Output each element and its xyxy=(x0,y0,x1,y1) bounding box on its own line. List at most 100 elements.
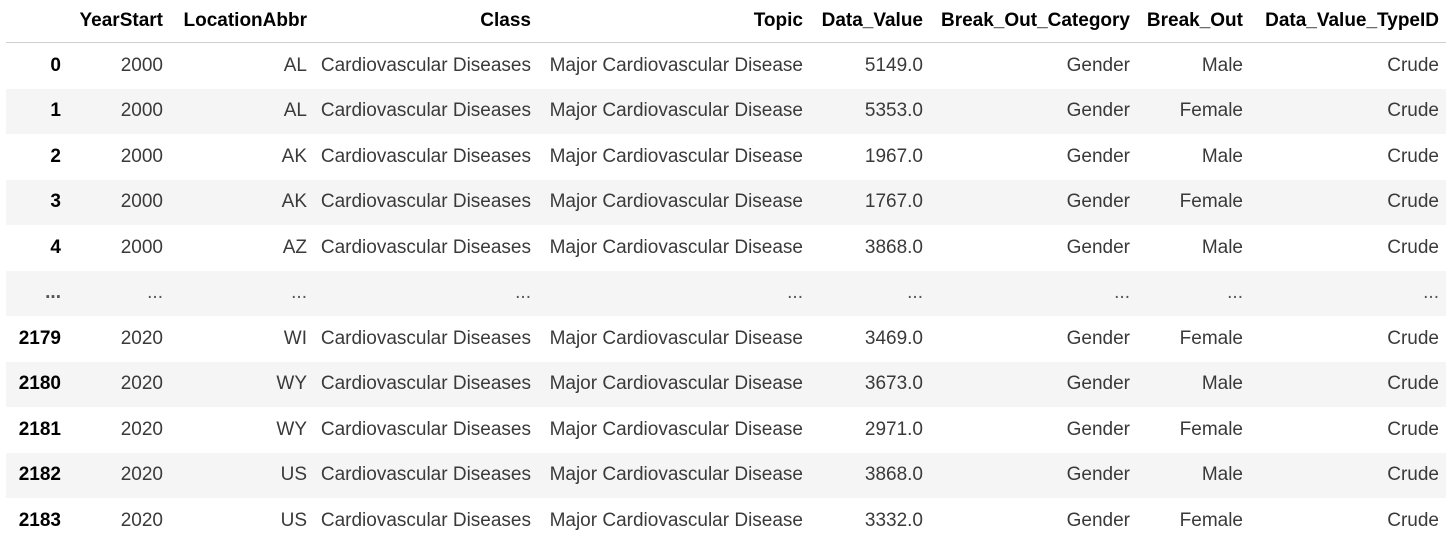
table-cell: Crude xyxy=(1387,236,1439,258)
index-header xyxy=(6,0,68,43)
table-cell: 2000 xyxy=(120,100,163,122)
row-index: 1 xyxy=(50,100,61,122)
table-cell: 5353.0 xyxy=(864,100,923,122)
table-cell: Female xyxy=(1179,191,1243,213)
table-cell: Cardiovascular Diseases xyxy=(320,464,531,486)
table-cell: WI xyxy=(283,327,307,349)
table-cell: Cardiovascular Diseases xyxy=(320,100,531,122)
table-cell: 2020 xyxy=(120,464,163,486)
table-cell: 2000 xyxy=(120,236,163,258)
row-index: 2181 xyxy=(18,418,61,440)
table-cell: ... xyxy=(1114,282,1130,304)
table-cell: Major Cardiovascular Disease xyxy=(549,191,803,213)
table-body: 0 2000 AL Cardiovascular Diseases Major … xyxy=(6,43,1446,544)
table-cell: Major Cardiovascular Disease xyxy=(549,464,803,486)
table-cell: Gender xyxy=(1066,145,1130,167)
table-cell: Cardiovascular Diseases xyxy=(320,509,531,531)
table-cell: Gender xyxy=(1066,327,1130,349)
table-cell: WY xyxy=(276,373,307,395)
row-index: 2180 xyxy=(18,373,61,395)
dataframe-table: YearStart LocationAbbr Class Topic Data_… xyxy=(6,0,1446,544)
table-row: 2181 2020 WY Cardiovascular Diseases Maj… xyxy=(6,407,1446,453)
table-cell: Gender xyxy=(1066,236,1130,258)
table-cell: 3673.0 xyxy=(864,373,923,395)
table-row: 1 2000 AL Cardiovascular Diseases Major … xyxy=(6,88,1446,134)
table-cell: 2020 xyxy=(120,509,163,531)
table-cell: 2020 xyxy=(120,418,163,440)
table-cell: 5149.0 xyxy=(864,54,923,76)
table-cell: Gender xyxy=(1066,509,1130,531)
table-cell: Crude xyxy=(1387,191,1439,213)
table-cell: 2000 xyxy=(120,145,163,167)
table-row: 2179 2020 WI Cardiovascular Diseases Maj… xyxy=(6,316,1446,362)
table-cell: ... xyxy=(1227,282,1243,304)
table-cell: 2971.0 xyxy=(864,418,923,440)
table-cell: 3868.0 xyxy=(864,236,923,258)
table-row: 4 2000 AZ Cardiovascular Diseases Major … xyxy=(6,225,1446,271)
column-header: Data_Value xyxy=(810,0,930,43)
row-index: 2183 xyxy=(18,509,61,531)
table-cell: Cardiovascular Diseases xyxy=(320,327,531,349)
table-cell: 2020 xyxy=(120,327,163,349)
table-cell: Major Cardiovascular Disease xyxy=(549,236,803,258)
table-row: 2183 2020 US Cardiovascular Diseases Maj… xyxy=(6,498,1446,544)
table-cell: Male xyxy=(1201,54,1243,76)
table-cell: WY xyxy=(276,418,307,440)
table-cell: Crude xyxy=(1387,145,1439,167)
column-header: Class xyxy=(314,0,538,43)
column-header: LocationAbbr xyxy=(170,0,314,43)
table-cell: Gender xyxy=(1066,54,1130,76)
table-cell: Gender xyxy=(1066,100,1130,122)
table-cell: 1967.0 xyxy=(864,145,923,167)
table-cell: ... xyxy=(515,282,531,304)
table-cell: Female xyxy=(1179,327,1243,349)
table-cell: ... xyxy=(787,282,803,304)
table-cell: Male xyxy=(1201,464,1243,486)
table-cell: 2000 xyxy=(120,191,163,213)
table-cell: 3332.0 xyxy=(864,509,923,531)
table-row: 2182 2020 US Cardiovascular Diseases Maj… xyxy=(6,452,1446,498)
header-row: YearStart LocationAbbr Class Topic Data_… xyxy=(6,0,1446,43)
table-cell: Cardiovascular Diseases xyxy=(320,191,531,213)
table-cell: AK xyxy=(281,191,307,213)
table-cell: Cardiovascular Diseases xyxy=(320,54,531,76)
table-cell: Gender xyxy=(1066,464,1130,486)
ellipsis-row: ... ... ... ... ... ... ... ... ... xyxy=(6,270,1446,316)
table-cell: Cardiovascular Diseases xyxy=(320,145,531,167)
table-cell: AK xyxy=(281,145,307,167)
table-row: 0 2000 AL Cardiovascular Diseases Major … xyxy=(6,43,1446,89)
table-cell: US xyxy=(280,464,307,486)
table-cell: Major Cardiovascular Disease xyxy=(549,327,803,349)
table-cell: Crude xyxy=(1387,54,1439,76)
column-header: Topic xyxy=(538,0,810,43)
table-cell: 3868.0 xyxy=(864,464,923,486)
row-index: 2 xyxy=(50,145,61,167)
table-header: YearStart LocationAbbr Class Topic Data_… xyxy=(6,0,1446,43)
column-header: Break_Out xyxy=(1137,0,1250,43)
row-index: ... xyxy=(45,282,61,304)
table-cell: Cardiovascular Diseases xyxy=(320,236,531,258)
row-index: 2179 xyxy=(18,327,61,349)
table-cell: Female xyxy=(1179,100,1243,122)
column-header: YearStart xyxy=(68,0,170,43)
row-index: 2182 xyxy=(18,464,61,486)
table-cell: Gender xyxy=(1066,191,1130,213)
table-cell: 1767.0 xyxy=(864,191,923,213)
dataframe-output: YearStart LocationAbbr Class Topic Data_… xyxy=(6,0,1446,544)
table-cell: Cardiovascular Diseases xyxy=(320,373,531,395)
table-cell: Crude xyxy=(1387,509,1439,531)
table-cell: AZ xyxy=(282,236,307,258)
table-cell: Crude xyxy=(1387,464,1439,486)
table-cell: Gender xyxy=(1066,373,1130,395)
table-cell: Male xyxy=(1201,373,1243,395)
table-cell: Crude xyxy=(1387,418,1439,440)
table-cell: Female xyxy=(1179,418,1243,440)
table-cell: ... xyxy=(291,282,307,304)
table-cell: Major Cardiovascular Disease xyxy=(549,418,803,440)
table-cell: US xyxy=(280,509,307,531)
table-cell: ... xyxy=(907,282,923,304)
table-cell: 2000 xyxy=(120,54,163,76)
table-row: 2180 2020 WY Cardiovascular Diseases Maj… xyxy=(6,361,1446,407)
table-cell: AL xyxy=(283,100,307,122)
column-header: Data_Value_TypeID xyxy=(1250,0,1446,43)
